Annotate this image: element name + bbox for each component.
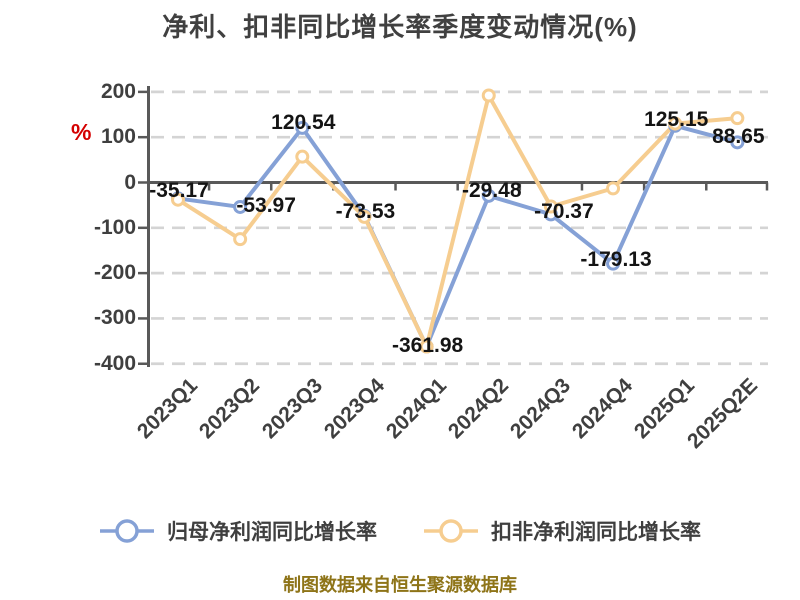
y-axis-tick-label: -100	[93, 215, 136, 239]
data-label: 88.65	[712, 125, 765, 149]
data-label: 125.15	[644, 107, 709, 131]
data-point-marker	[233, 199, 248, 214]
data-point-marker	[481, 88, 496, 103]
data-point-marker	[730, 135, 745, 150]
data-label: 120.54	[271, 110, 336, 134]
data-point-marker	[481, 188, 496, 203]
net-profit-growth-line	[176, 123, 740, 349]
legend-label: 归母净利润同比增长率	[167, 521, 377, 544]
non-gaap-growth-line	[176, 93, 740, 349]
data-point-marker	[730, 111, 745, 126]
data-point-marker	[233, 232, 248, 247]
y-axis-tick-label: -300	[93, 306, 136, 330]
legend: 归母净利润同比增长率 扣非净利润同比增长率	[0, 516, 800, 546]
data-point-marker	[543, 199, 558, 214]
orange-line-marker-icon	[424, 519, 478, 543]
data-label: -35.17	[149, 179, 209, 203]
legend-label: 扣非净利润同比增长率	[491, 521, 701, 544]
data-label: -73.53	[335, 199, 396, 223]
legend-item-parent-net-profit-growth[interactable]: 归母净利润同比增长率	[99, 516, 377, 546]
data-point-marker	[357, 209, 372, 224]
data-label: -29.48	[461, 178, 522, 202]
data-label: -70.37	[534, 200, 594, 224]
data-label: -53.97	[236, 193, 296, 217]
y-axis-tick-label: 200	[100, 79, 136, 103]
data-point-marker	[419, 339, 434, 354]
blue-line-marker-icon	[100, 519, 154, 543]
data-point-marker	[606, 256, 621, 271]
data-label: -179.13	[580, 247, 652, 271]
data-point-marker	[295, 149, 310, 164]
y-axis-tick-label: 0	[124, 170, 136, 194]
data-point-marker	[606, 181, 621, 196]
data-point-marker	[295, 120, 310, 135]
y-axis-tick-label: -200	[93, 261, 136, 285]
chart-title: 净利、扣非同比增长率季度变动情况(%)	[162, 12, 638, 42]
data-point-marker	[668, 116, 683, 131]
y-axis-unit-label: %	[71, 119, 92, 145]
data-point-marker	[171, 192, 185, 207]
y-axis-tick-label: -400	[93, 351, 136, 375]
y-axis-tick-label: 100	[100, 125, 136, 149]
data-source-note: 制图数据来自恒生聚源数据库	[283, 575, 517, 595]
legend-item-non-gaap-net-profit-growth[interactable]: 扣非净利润同比增长率	[423, 516, 701, 546]
data-label: -361.98	[391, 333, 464, 357]
